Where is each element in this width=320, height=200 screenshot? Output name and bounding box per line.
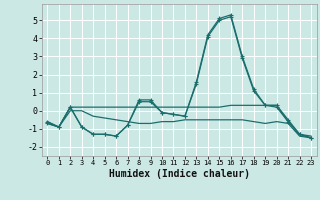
X-axis label: Humidex (Indice chaleur): Humidex (Indice chaleur) [109,169,250,179]
